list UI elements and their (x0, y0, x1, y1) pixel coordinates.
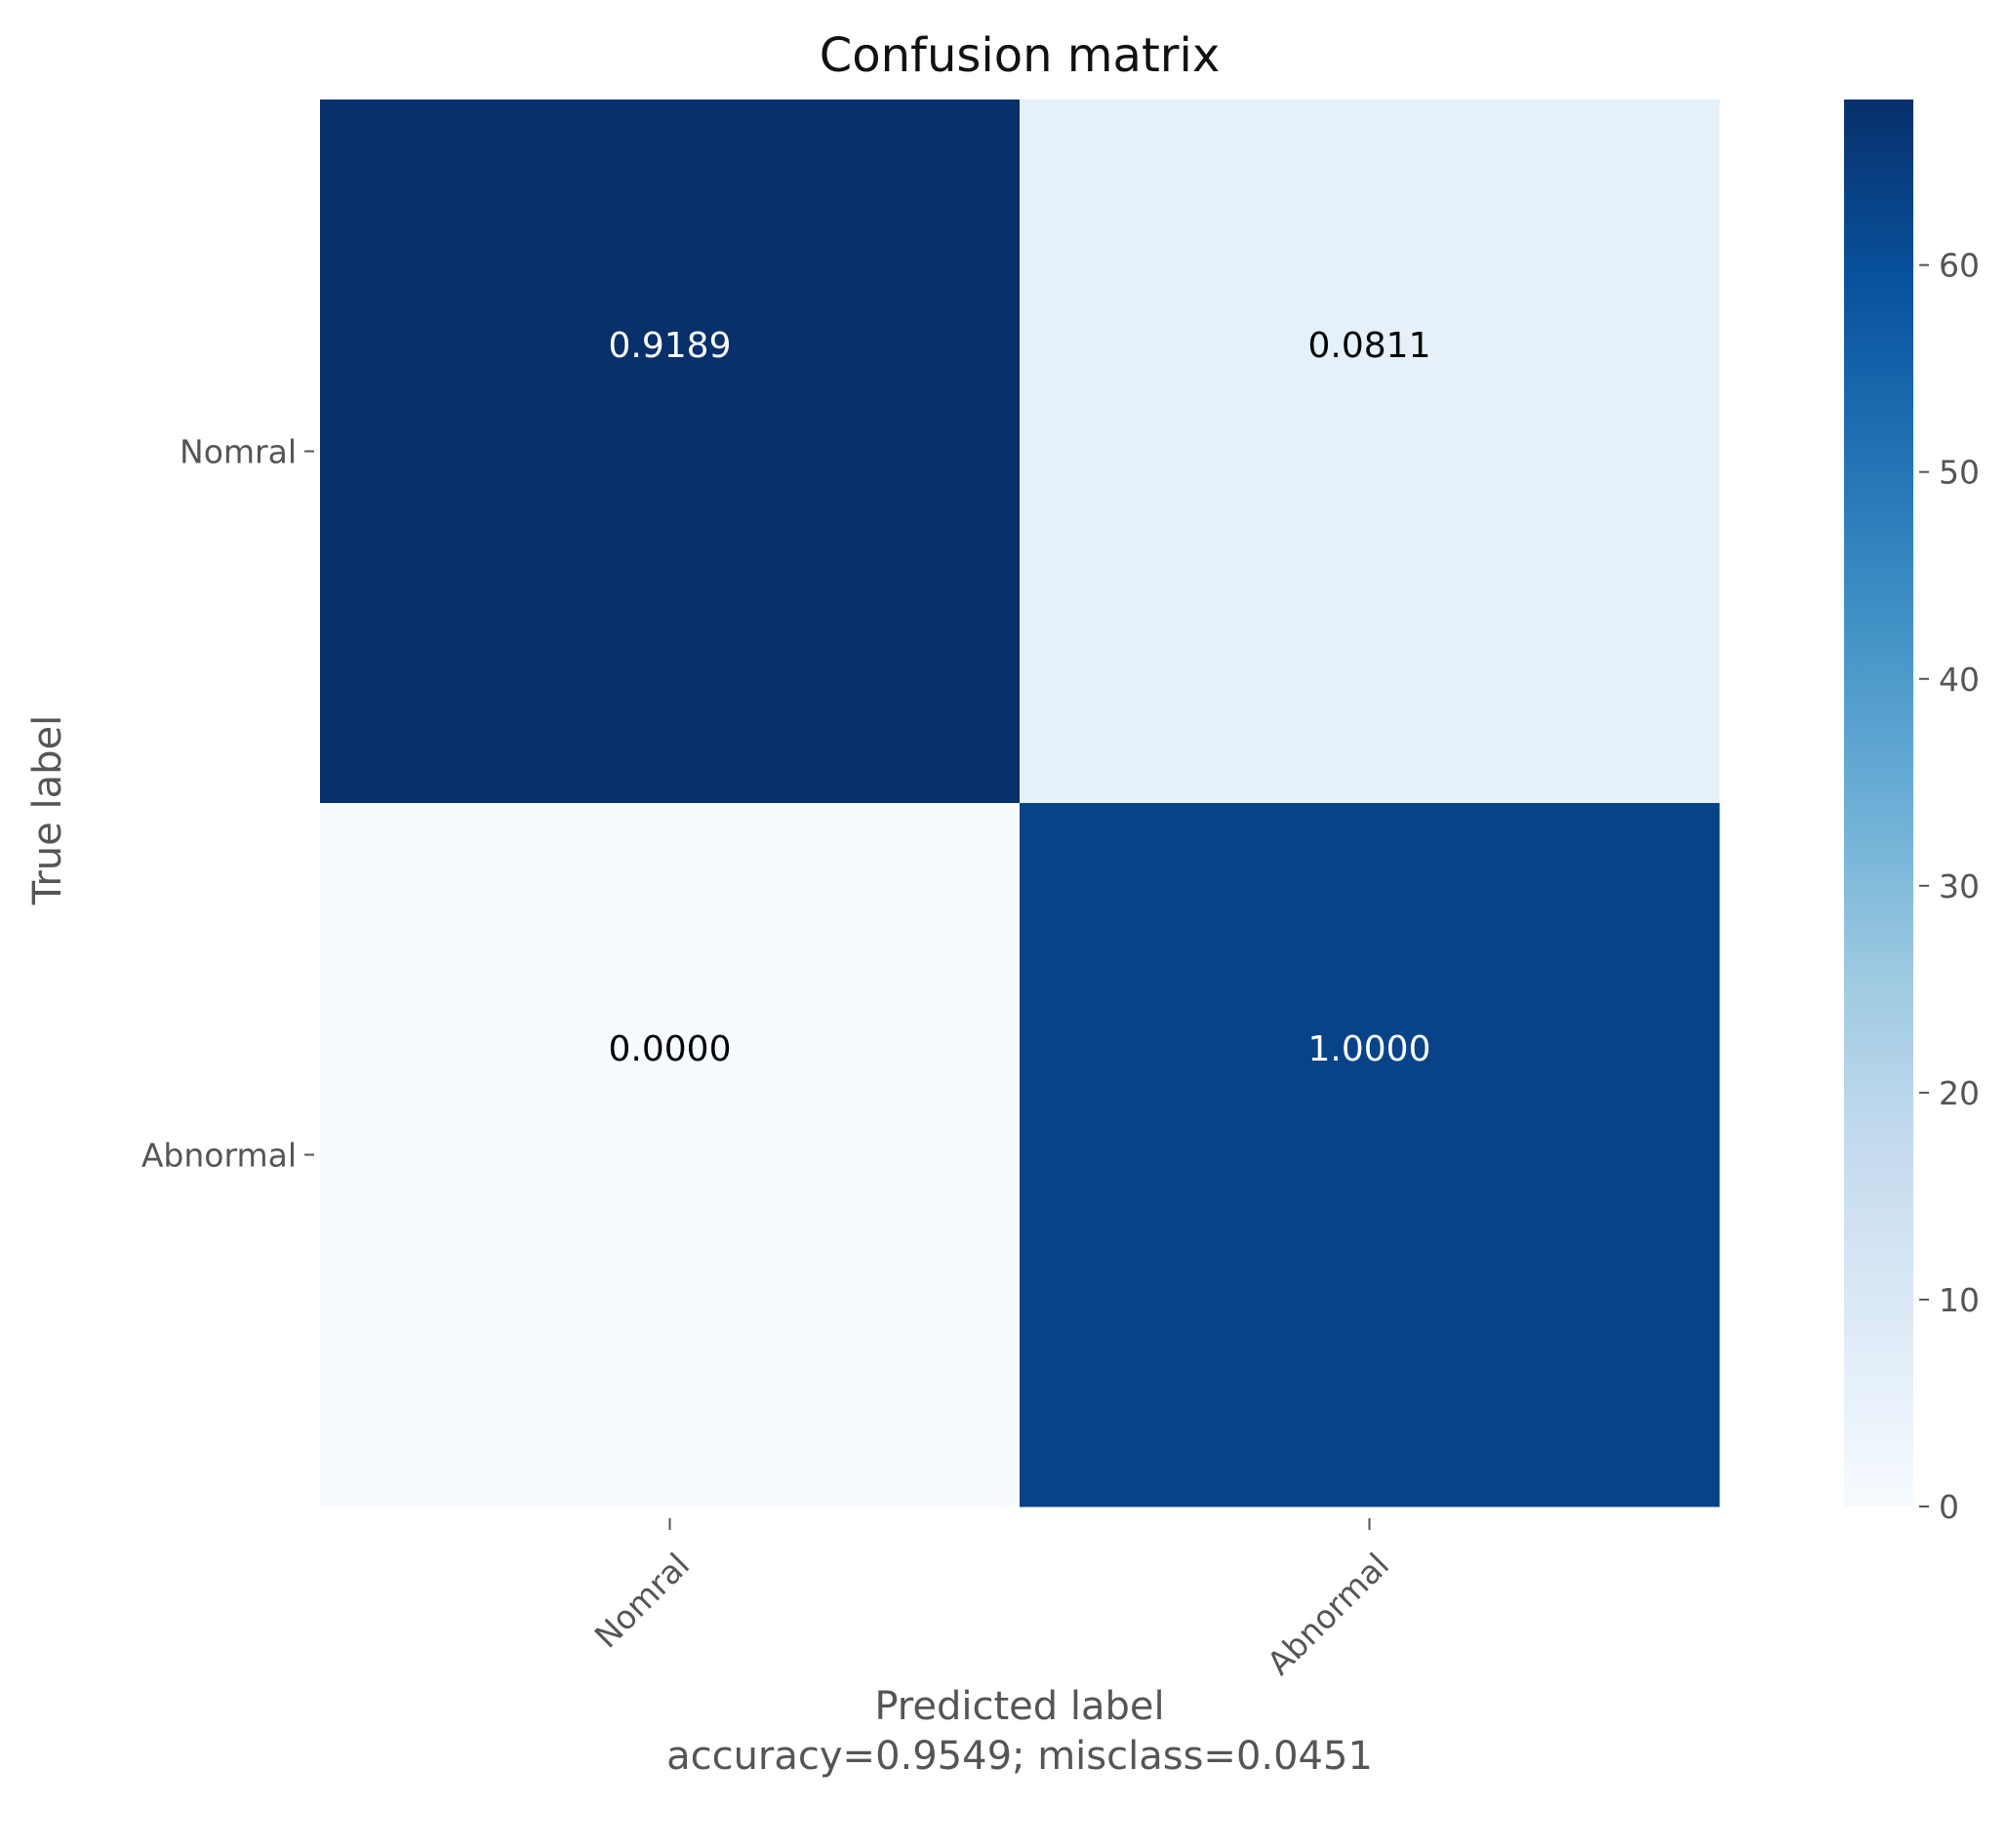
y-axis-label: True label (25, 715, 70, 905)
colorbar-ticks: 0 10 20 30 40 50 60 (1919, 247, 1980, 1526)
heatmap-cell (1020, 803, 1720, 1507)
x-axis: Nomral Abnormal (587, 1518, 1396, 1682)
colorbar: 0 10 20 30 40 50 60 (1844, 100, 1980, 1526)
colorbar-tick-label: 40 (1939, 661, 1980, 699)
x-tick-label: Nomral (587, 1546, 697, 1655)
heatmap-cell (320, 100, 1021, 804)
x-tick-label: Abnormal (1260, 1546, 1396, 1682)
colorbar-tick-label: 30 (1939, 867, 1980, 905)
chart-title: Confusion matrix (820, 28, 1220, 83)
heatmap-cell-labels: 0.9189 0.0811 0.0000 1.0000 (609, 326, 1431, 1069)
colorbar-tick-label: 60 (1939, 247, 1980, 285)
colorbar-tick-label: 10 (1939, 1281, 1980, 1319)
y-tick-label: Nomral (180, 433, 297, 471)
y-tick-label: Abnormal (141, 1137, 297, 1175)
colorbar-tick-label: 0 (1939, 1488, 1959, 1526)
heatmap-cells (320, 100, 1720, 1507)
y-axis: Nomral Abnormal (141, 433, 314, 1175)
heatmap-cell-label: 1.0000 (1308, 1029, 1431, 1069)
colorbar-tick-label: 20 (1939, 1074, 1980, 1112)
x-axis-label: Predicted label (874, 1684, 1164, 1729)
heatmap-cell (320, 803, 1021, 1507)
colorbar-gradient (1844, 100, 1913, 1507)
heatmap-cell-label: 0.0000 (609, 1029, 732, 1069)
colorbar-tick-label: 50 (1939, 454, 1980, 492)
heatmap-cell (1020, 100, 1720, 804)
heatmap-cell-label: 0.9189 (609, 326, 732, 366)
x-axis-note: accuracy=0.9549; misclass=0.0451 (666, 1734, 1373, 1779)
heatmap-cell-label: 0.0811 (1308, 326, 1431, 366)
